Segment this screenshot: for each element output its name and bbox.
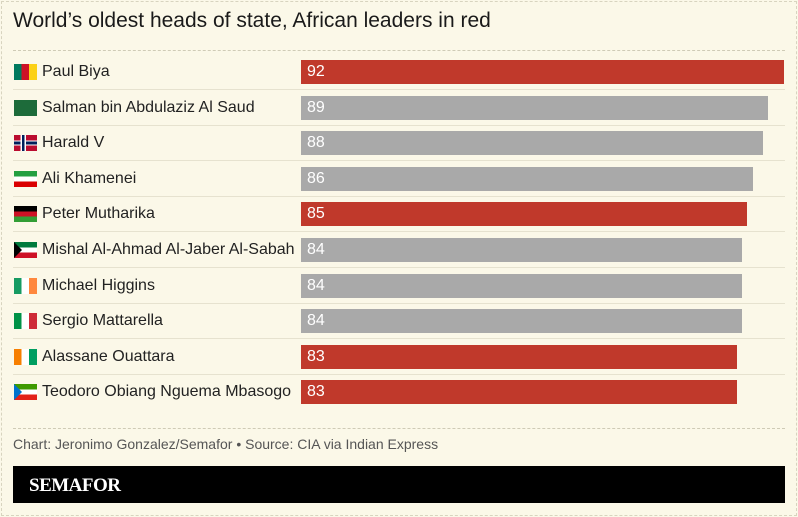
bar-label: Salman bin Abdulaziz Al Saud	[42, 98, 255, 116]
row-separator	[13, 338, 785, 340]
italy-flag-icon	[14, 313, 37, 330]
row-separator	[13, 373, 785, 375]
bar-row: Salman bin Abdulaziz Al Saud 89	[13, 91, 785, 126]
data-label: 88	[307, 134, 325, 152]
cameroon-flag-icon	[14, 64, 37, 80]
divider	[13, 50, 785, 51]
divider	[13, 428, 785, 429]
row-separator	[13, 231, 785, 233]
bar: 88	[301, 131, 763, 156]
malawi-flag-icon	[14, 206, 37, 223]
data-label: 86	[307, 169, 325, 187]
bar-label: Sergio Mattarella	[42, 312, 163, 330]
data-label: 83	[307, 347, 325, 365]
bar: 84	[301, 238, 742, 262]
bar-label: Paul Biya	[42, 63, 110, 80]
row-separator	[13, 160, 785, 162]
bar-row: Harald V 88	[13, 126, 785, 162]
bar: 83	[301, 344, 737, 369]
bar: 84	[301, 273, 742, 298]
bar-label: Ali Khamenei	[42, 169, 137, 187]
bar: 86	[301, 166, 753, 191]
bar-label: Peter Mutharika	[42, 205, 155, 223]
bar-label: Harald V	[42, 134, 105, 152]
ireland-flag-icon	[14, 277, 37, 294]
bar-row: Mishal Al-Ahmad Al-Jaber Al-Sabah 84	[13, 233, 785, 268]
bar-row: Ali Khamenei 86	[13, 162, 785, 197]
bar-label: Mishal Al-Ahmad Al-Jaber Al-Sabah	[42, 241, 295, 258]
row-separator	[13, 195, 785, 197]
equatorial-guinea-flag-icon	[14, 384, 37, 401]
bar: 83	[301, 380, 737, 405]
data-label: 83	[307, 383, 325, 401]
bar-row: Teodoro Obiang Nguema Mbasogo 83	[13, 375, 785, 410]
bar: 92	[301, 60, 784, 84]
saudi-arabia-flag-icon	[14, 99, 37, 116]
data-label: 84	[307, 241, 325, 258]
bar-row: Sergio Mattarella 84	[13, 304, 785, 340]
bar-row: Michael Higgins 84	[13, 269, 785, 304]
row-separator	[13, 302, 785, 304]
chart-title: World’s oldest heads of state, African l…	[13, 9, 491, 32]
bar: 85	[301, 202, 748, 227]
data-label: 84	[307, 312, 325, 330]
bar-label: Alassane Ouattara	[42, 347, 175, 365]
row-separator	[13, 267, 785, 268]
bar-row: Peter Mutharika 85	[13, 197, 785, 233]
chart-credit: Chart: Jeronimo Gonzalez/Semafor • Sourc…	[13, 436, 439, 452]
ivory-coast-flag-icon	[14, 348, 37, 365]
row-separator	[13, 89, 785, 90]
bar-label: Michael Higgins	[42, 276, 155, 294]
kuwait-flag-icon	[14, 242, 37, 258]
norway-flag-icon	[14, 135, 37, 152]
bar: 89	[301, 95, 769, 120]
bar: 84	[301, 309, 742, 334]
data-label: 85	[307, 205, 325, 223]
semafor-logo-banner: SEMAFOR	[13, 466, 785, 503]
data-label: 84	[307, 276, 325, 294]
iran-flag-icon	[14, 170, 37, 187]
bar-row: Paul Biya 92	[13, 55, 785, 90]
data-label: 92	[307, 63, 325, 80]
semafor-logo: SEMAFOR	[29, 475, 121, 496]
row-separator	[13, 124, 785, 126]
bar-row: Alassane Ouattara 83	[13, 340, 785, 375]
data-label: 89	[307, 98, 325, 116]
bar-label: Teodoro Obiang Nguema Mbasogo	[42, 383, 292, 401]
